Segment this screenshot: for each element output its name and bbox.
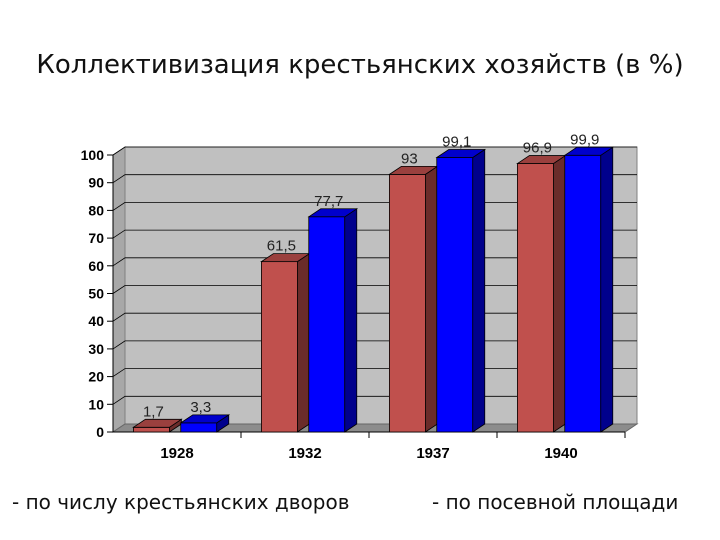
data-label: 3,3 [190, 399, 211, 416]
bar-top [435, 149, 487, 158]
y-tick-label: 70 [88, 230, 104, 246]
bar-side [553, 154, 566, 433]
bar-top [179, 414, 231, 424]
bar-side [600, 146, 614, 433]
x-category-label: 1932 [288, 445, 321, 462]
bar-front-households [260, 261, 298, 433]
y-tick-label: 50 [88, 286, 104, 302]
bar-side [296, 252, 310, 433]
y-tick-label: 80 [88, 202, 104, 218]
bar-front-sown-area [180, 422, 218, 433]
y-tick-label: 100 [81, 147, 105, 163]
bar-front-households [388, 173, 426, 433]
bar-top [563, 146, 615, 156]
gridline [112, 146, 637, 156]
y-tick-label: 40 [88, 313, 104, 329]
bar-side [344, 208, 358, 433]
y-tick-label: 10 [88, 396, 104, 412]
data-label: 99,1 [442, 133, 471, 150]
bar-top [132, 418, 183, 428]
data-label: 77,7 [314, 193, 343, 210]
bar-front-households [132, 426, 170, 433]
data-label: 96,9 [523, 140, 552, 157]
y-tick-label: 30 [88, 341, 104, 357]
chart-title: Коллективизация крестьянских хозяйств (в… [36, 50, 684, 80]
legend-series-sown-area: - по посевной площади [432, 490, 679, 514]
y-tick-label: 90 [88, 175, 104, 191]
y-tick-label: 0 [96, 424, 104, 440]
data-label: 93 [401, 150, 418, 167]
x-category-label: 1940 [544, 445, 577, 462]
y-tick-label: 20 [88, 369, 104, 385]
y-tick-label: 60 [88, 258, 104, 274]
bar-front-sown-area [564, 154, 602, 433]
data-label: 61,5 [267, 238, 296, 255]
x-category-label: 1928 [160, 445, 193, 462]
x-category-label: 1937 [416, 445, 449, 462]
bar-front-sown-area [308, 216, 346, 433]
data-label: 1,7 [143, 403, 164, 420]
legend-series-households: - по числу крестьянских дворов [12, 490, 350, 514]
data-label: 99,9 [570, 131, 599, 148]
bar-top [307, 208, 359, 218]
bar-side [472, 148, 486, 433]
bar-side [424, 165, 438, 433]
bar-front-households [517, 163, 554, 433]
bar-front-sown-area [436, 157, 474, 433]
